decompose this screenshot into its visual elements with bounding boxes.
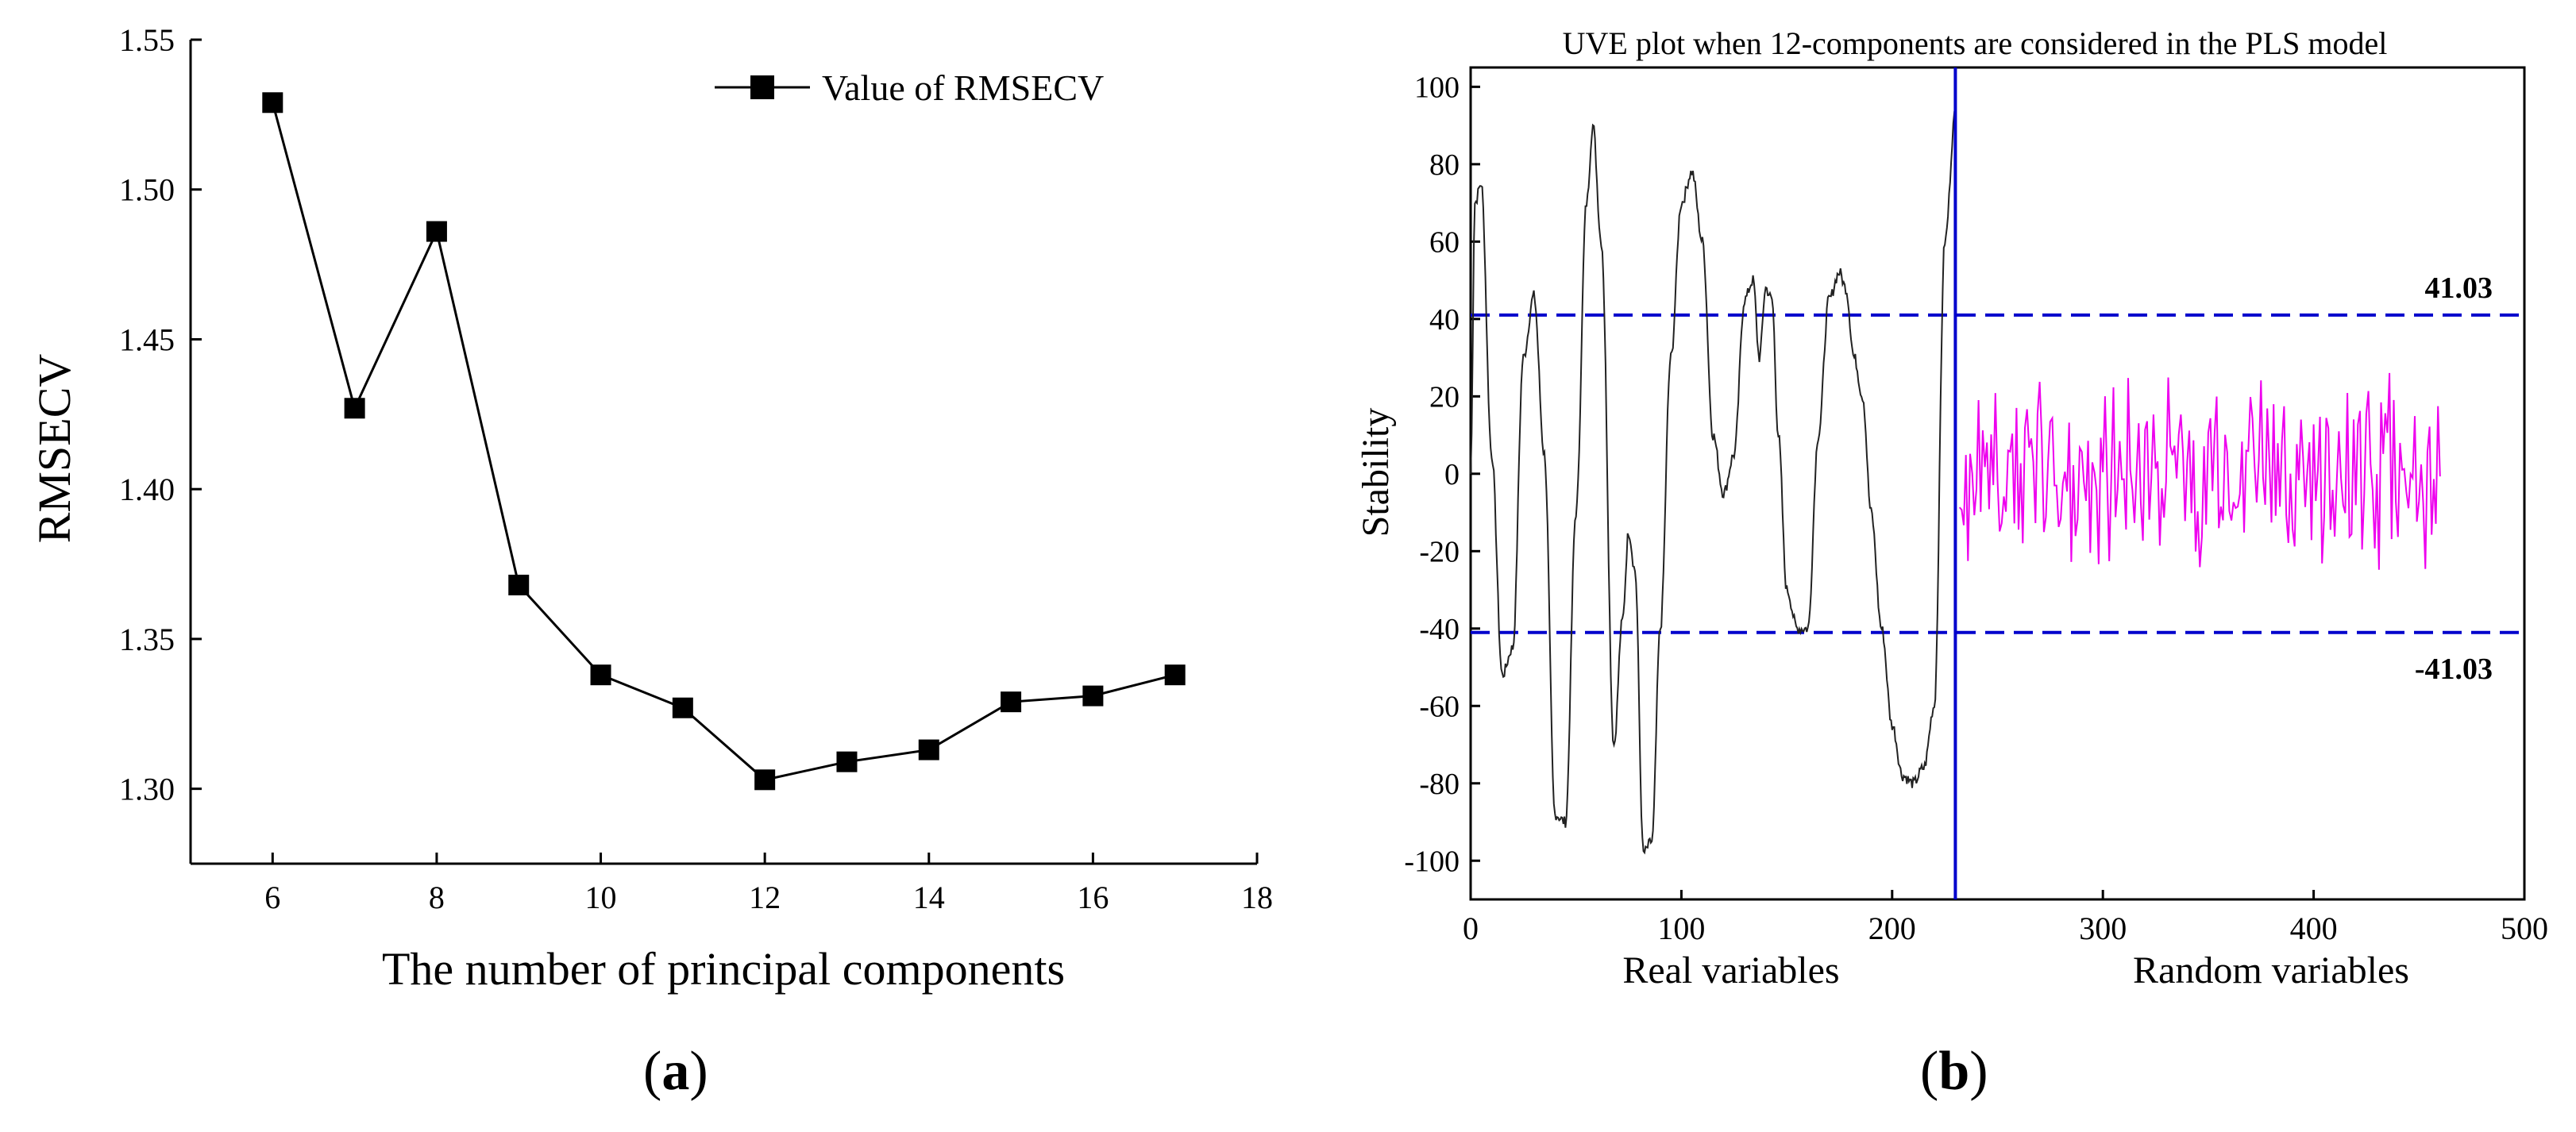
chart-a-data-point — [508, 574, 530, 595]
chart-b-y-tick-label: -60 — [1419, 690, 1460, 723]
chart-a-x-tick-label: 8 — [429, 880, 445, 915]
chart-a-x-tick-label: 18 — [1241, 880, 1273, 915]
chart-a-legend-label: Value of RMSECV — [822, 67, 1104, 108]
chart-a-y-label: RMSECV — [29, 354, 80, 544]
chart-a-y-tick-label: 1.50 — [119, 172, 175, 208]
chart-a-data-point — [344, 398, 365, 419]
chart-a-x-tick-label: 10 — [585, 880, 617, 915]
chart-b-y-label: Stability — [1355, 408, 1397, 537]
chart-b-y-tick-label: -100 — [1404, 845, 1460, 878]
chart-b-title: UVE plot when 12-components are consider… — [1563, 25, 2388, 61]
chart-a-legend: Value of RMSECV — [715, 67, 1104, 108]
chart-b-random-variables-line — [1958, 372, 2441, 570]
chart-a-y-tick-label: 1.35 — [119, 622, 175, 657]
chart-a-data-point — [590, 664, 611, 686]
chart-a-data-point — [836, 751, 858, 772]
chart-b-x-label-random: Random variables — [2133, 949, 2409, 991]
chart-a: 6 8 10 12 14 16 18 1.30 1.35 1.40 1.45 1.50 1.55 Va… — [29, 22, 1273, 995]
chart-b-y-tick-label: 20 — [1429, 380, 1460, 414]
chart-a-x-tick-label: 6 — [264, 880, 280, 915]
chart-a-data-point — [754, 769, 776, 791]
chart-b-x-tick-label: 0 — [1463, 911, 1479, 946]
chart-a-data-point — [918, 739, 939, 760]
chart-a-data-point — [426, 221, 447, 242]
chart-b: UVE plot when 12-components are consider… — [1355, 25, 2548, 991]
chart-a-data-point — [672, 697, 693, 718]
chart-b-x-label-real: Real variables — [1622, 949, 1839, 991]
chart-b-x-tick-label: 400 — [2290, 911, 2338, 946]
chart-b-y-tick-label: 40 — [1429, 303, 1460, 337]
chart-a-x-label: The number of principal components — [382, 943, 1065, 995]
chart-a-data-point — [1001, 691, 1022, 713]
chart-a-y-tick-label: 1.40 — [119, 472, 175, 507]
chart-b-x-tick-label: 500 — [2501, 911, 2548, 946]
chart-b-y-tick-label: 0 — [1444, 458, 1460, 491]
panel-a-label: (a) — [643, 1041, 708, 1102]
chart-b-x-tick-label: 100 — [1657, 911, 1705, 946]
chart-a-y-tick-label: 1.55 — [119, 22, 175, 58]
chart-a-y-tick-label: 1.45 — [119, 322, 175, 357]
chart-b-x-tick-label: 200 — [1868, 911, 1916, 946]
chart-a-series-line — [271, 102, 1176, 781]
chart-a-data-point — [1164, 664, 1186, 686]
chart-a-x-tick-label: 16 — [1077, 880, 1109, 915]
chart-b-y-tick-label: -20 — [1419, 535, 1460, 568]
chart-b-y-tick-label: -80 — [1419, 768, 1460, 801]
chart-b-lower-threshold-label: -41.03 — [2415, 653, 2493, 686]
chart-b-y-tick-label: -40 — [1419, 613, 1460, 646]
chart-b-y-tick-label: 60 — [1429, 225, 1460, 259]
chart-b-x-tick-label: 300 — [2079, 911, 2127, 946]
chart-a-x-tick-label: 12 — [749, 880, 781, 915]
chart-b-frame — [1469, 66, 2526, 901]
chart-a-x-tick-label: 14 — [913, 880, 945, 915]
chart-b-y-tick-label: 80 — [1429, 148, 1460, 182]
chart-b-upper-threshold-label: 41.03 — [2425, 271, 2493, 305]
chart-a-legend-marker — [750, 75, 774, 99]
chart-b-real-variables-line — [1470, 110, 1957, 855]
chart-a-data-point — [262, 92, 283, 114]
chart-a-y-tick-label: 1.30 — [119, 772, 175, 807]
chart-a-data-point — [1082, 685, 1104, 707]
chart-b-y-tick-label: 100 — [1414, 71, 1460, 104]
panel-b-label: (b) — [1920, 1041, 1988, 1102]
